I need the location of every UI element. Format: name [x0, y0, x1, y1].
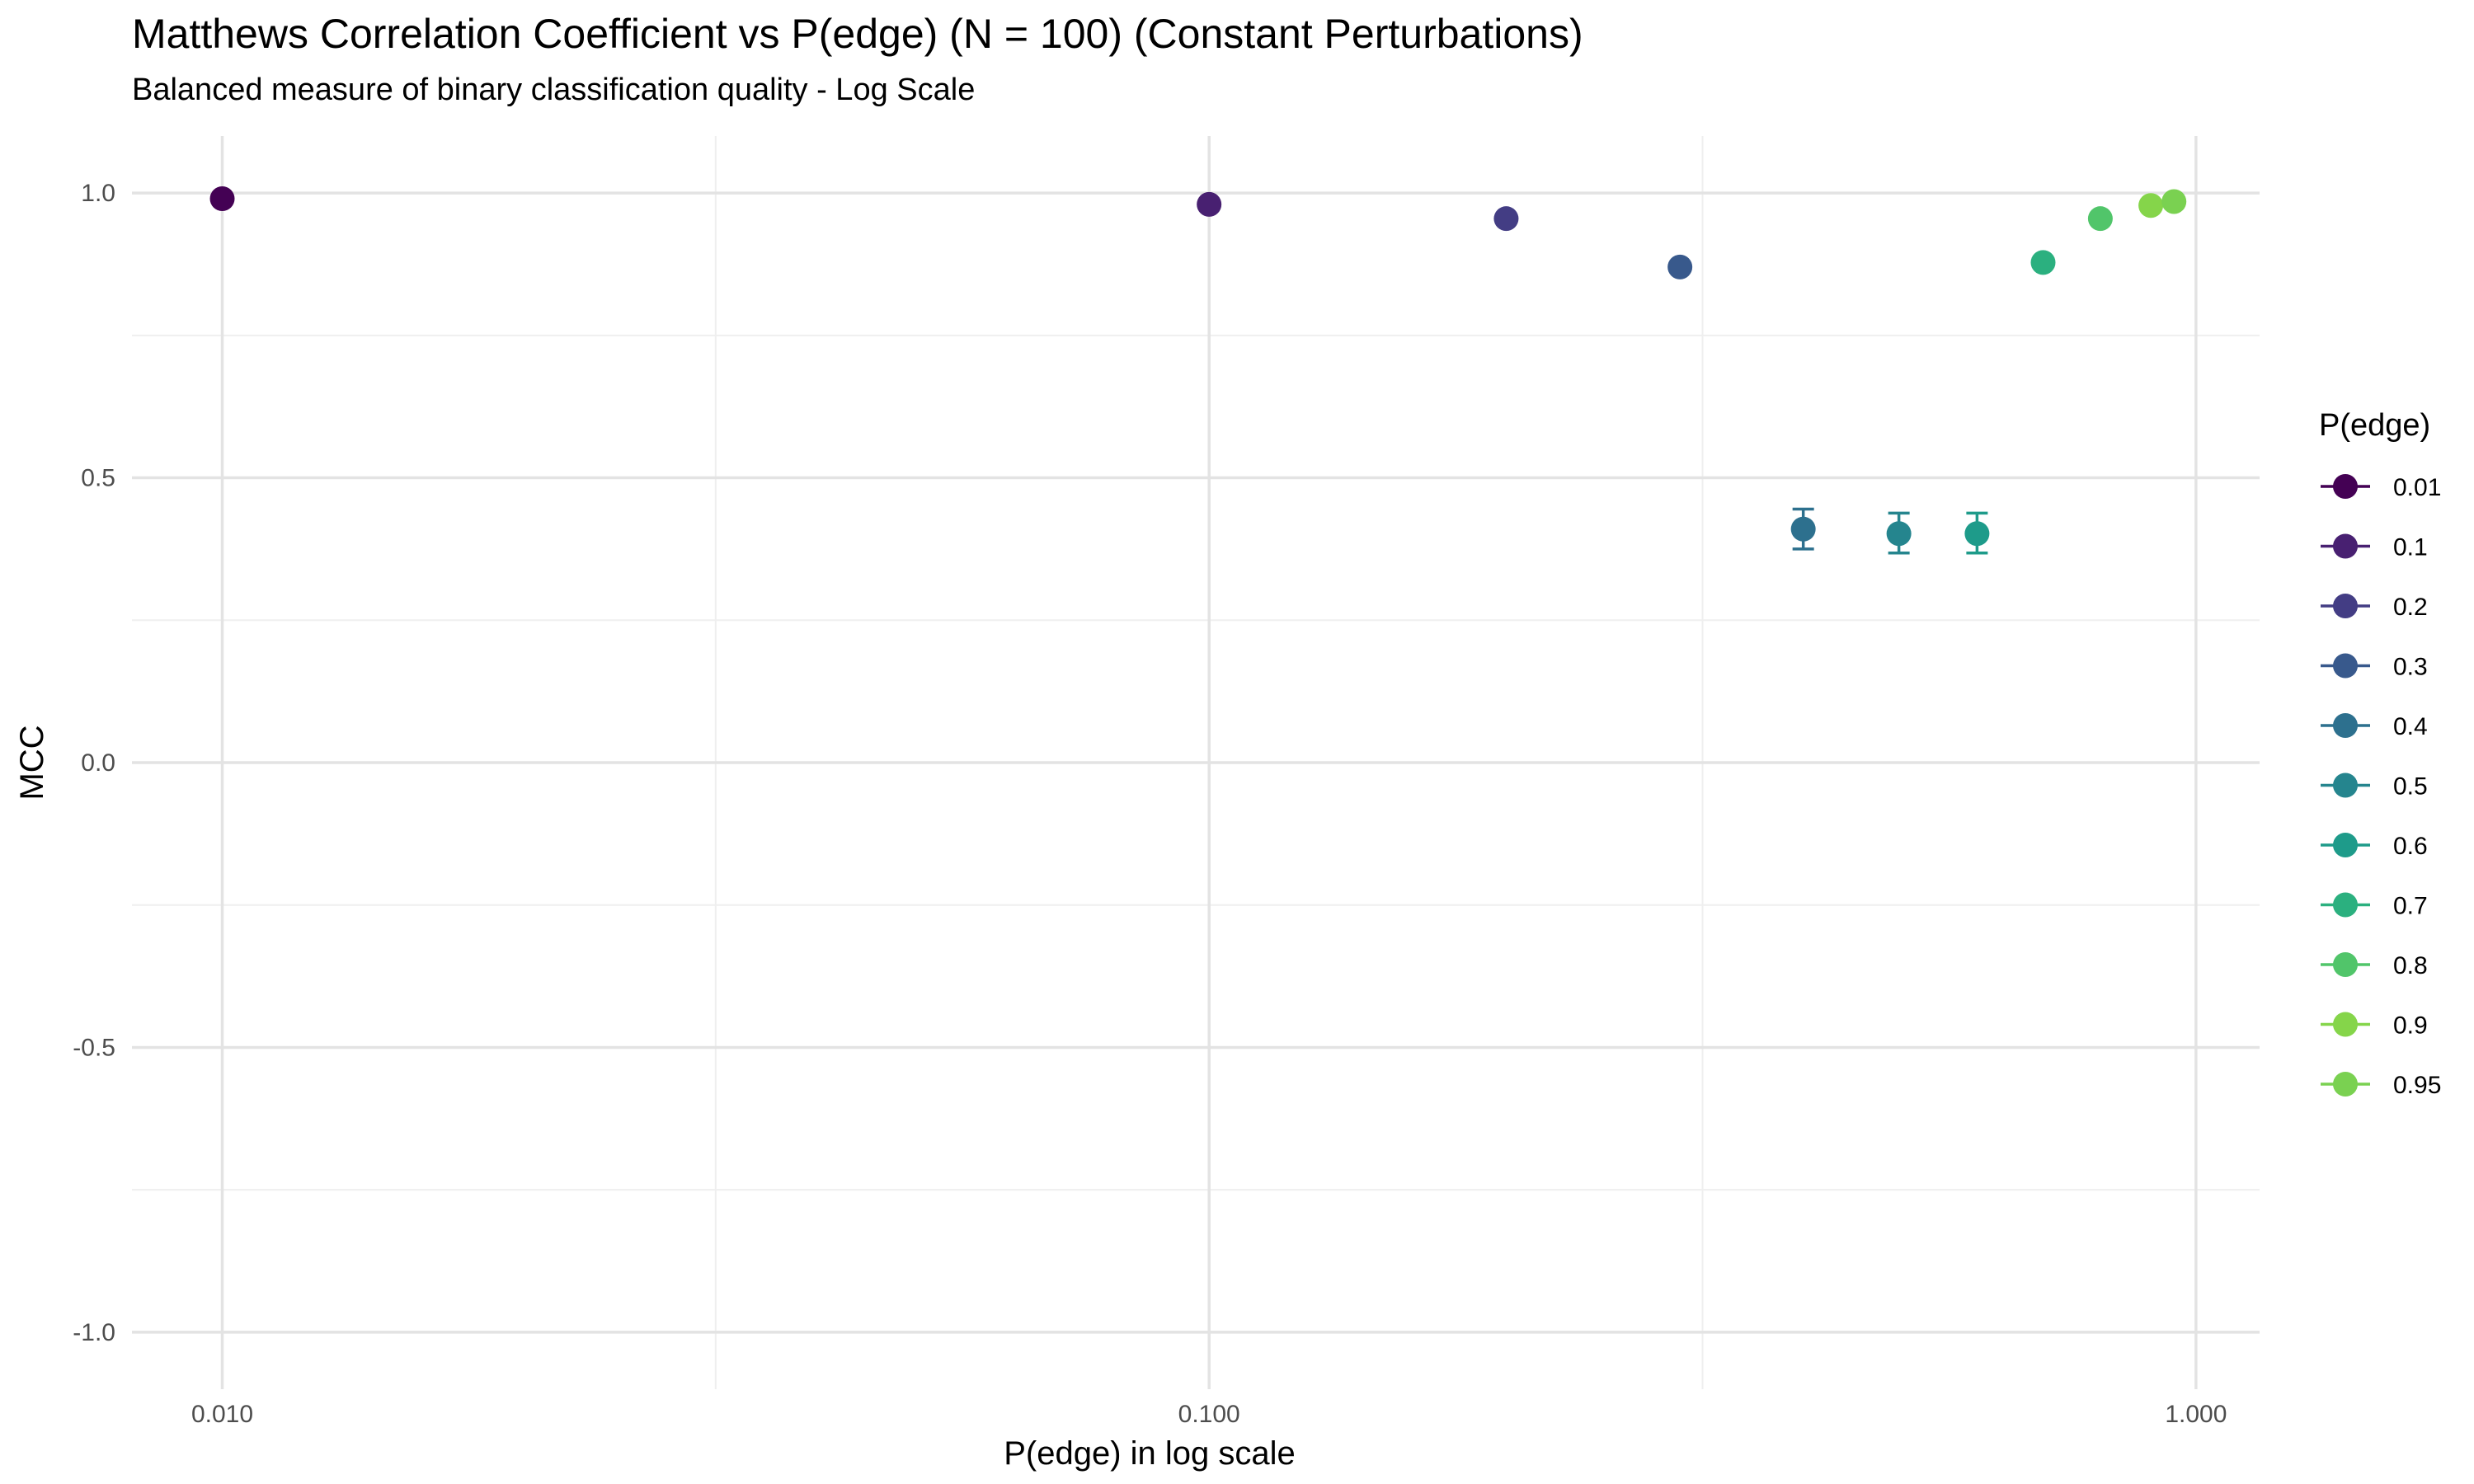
legend-item: 0.5 [2321, 773, 2428, 801]
chart-subtitle: Balanced measure of binary classificatio… [132, 73, 976, 107]
y-tick-labels: 1.0 0.5 0.0 -0.5 -1.0 [73, 180, 115, 1346]
legend-label: 0.7 [2393, 893, 2428, 920]
legend-item: 0.4 [2321, 713, 2428, 740]
legend-label: 0.6 [2393, 833, 2428, 860]
legend-key-point [2333, 474, 2358, 499]
legend-label: 0.3 [2393, 654, 2428, 681]
x-tick-label: 0.100 [1178, 1401, 1240, 1428]
x-tick-label: 0.010 [191, 1401, 253, 1428]
data-points [209, 186, 2187, 555]
data-point [1197, 191, 1222, 217]
legend-label: 0.8 [2393, 952, 2428, 979]
legend-label: 0.4 [2393, 713, 2428, 740]
legend-key-point [2333, 773, 2358, 798]
data-point [1790, 516, 1816, 542]
y-tick-label: 0.5 [81, 465, 115, 492]
legend-key-point [2333, 833, 2358, 857]
legend-item: 0.95 [2321, 1072, 2441, 1099]
legend-item: 0.8 [2321, 952, 2428, 979]
legend-items: 0.01 0.1 0.2 0.3 0.4 0.5 0.6 0.7 0.8 0.9 0.95 [2321, 474, 2441, 1099]
y-axis-title: MCC [14, 725, 50, 800]
legend-key-point [2333, 713, 2358, 738]
data-point [1886, 521, 1912, 547]
legend-label: 0.9 [2393, 1012, 2428, 1040]
chart-title: Matthews Correlation Coefficient vs P(ed… [132, 11, 1583, 57]
y-tick-label: 1.0 [81, 180, 115, 207]
legend-item: 0.1 [2321, 533, 2428, 561]
data-point [2087, 206, 2113, 232]
legend-item: 0.3 [2321, 653, 2428, 681]
legend-key-point [2333, 594, 2358, 618]
grid-layer [132, 136, 2260, 1389]
legend-key-point [2333, 1012, 2358, 1037]
legend-key-point [2333, 892, 2358, 918]
x-tick-label: 1.000 [2165, 1401, 2227, 1428]
y-tick-label: -0.5 [73, 1034, 115, 1061]
data-point [2161, 189, 2187, 214]
data-point [1667, 254, 1693, 279]
legend: P(edge) 0.010.10.20.30.40.50.60.70.80.90… [2319, 408, 2441, 1099]
x-axis-title: P(edge) in log scale [1004, 1435, 1296, 1472]
legend-label: 0.2 [2393, 594, 2428, 621]
legend-label: 0.95 [2393, 1072, 2441, 1099]
legend-label: 0.01 [2393, 474, 2441, 501]
data-point [2030, 250, 2056, 275]
legend-label: 0.1 [2393, 534, 2428, 561]
legend-item: 0.01 [2321, 474, 2441, 501]
legend-item: 0.6 [2321, 833, 2428, 860]
x-tick-labels: 0.010 0.100 1.000 [191, 1401, 2227, 1428]
data-point [2138, 193, 2164, 218]
y-tick-label: 0.0 [81, 749, 115, 777]
legend-title: P(edge) [2319, 408, 2430, 443]
legend-key-point [2333, 952, 2358, 977]
legend-item: 0.2 [2321, 594, 2428, 621]
data-point [1493, 206, 1519, 232]
legend-key-point [2333, 1072, 2358, 1097]
data-point [1964, 521, 1990, 547]
data-point [209, 186, 235, 211]
legend-item: 0.9 [2321, 1012, 2428, 1040]
legend-key-point [2333, 533, 2358, 559]
y-tick-label: -1.0 [73, 1319, 115, 1346]
legend-key-point [2333, 653, 2358, 679]
legend-item: 0.7 [2321, 892, 2428, 920]
legend-label: 0.5 [2393, 773, 2428, 801]
